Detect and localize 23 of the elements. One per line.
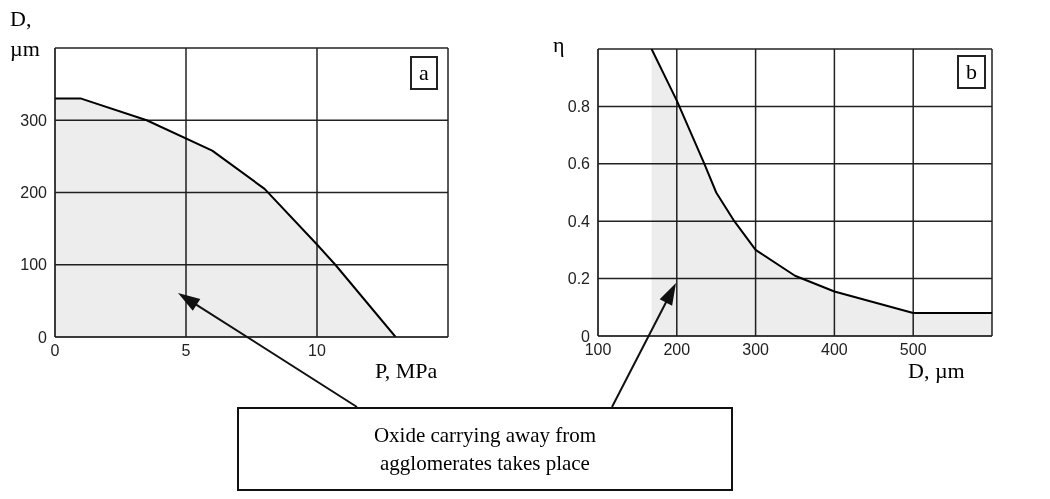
x-tick-label: 200 bbox=[663, 341, 691, 359]
y-tick-label: 0.6 bbox=[567, 155, 591, 173]
x-tick-label: 5 bbox=[181, 342, 191, 360]
x-tick-label: 10 bbox=[308, 342, 326, 360]
y-tick-label: 200 bbox=[20, 184, 48, 202]
text: a bbox=[410, 56, 438, 90]
x-tick-label: 300 bbox=[742, 341, 770, 359]
y-tick-label: 0.8 bbox=[567, 98, 591, 116]
y-axis-title: D, µm bbox=[10, 5, 41, 63]
x-axis-title: P, MPa bbox=[375, 358, 438, 384]
y-tick-label: 0 bbox=[38, 328, 48, 346]
x-tick-label: 500 bbox=[899, 341, 927, 359]
x-tick-label: 0 bbox=[50, 342, 60, 360]
y-axis-title: η bbox=[553, 31, 566, 59]
x-tick-label: 100 bbox=[584, 341, 612, 359]
y-tick-label: 100 bbox=[20, 256, 48, 274]
x-axis-title: D, µm bbox=[908, 358, 965, 384]
text: b bbox=[957, 55, 986, 89]
y-tick-label: 0.4 bbox=[567, 212, 591, 230]
x-tick-label: 400 bbox=[821, 341, 848, 359]
text: Oxide carrying away from agglomerates takes place bbox=[372, 422, 598, 477]
y-tick-label: 300 bbox=[20, 111, 48, 129]
y-tick-label: 0.2 bbox=[567, 270, 591, 288]
